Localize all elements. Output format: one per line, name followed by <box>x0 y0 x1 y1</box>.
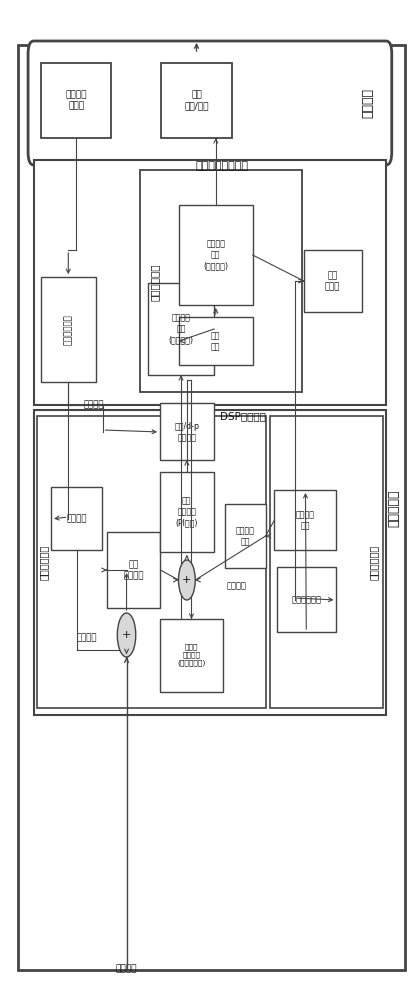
Bar <box>304 250 362 312</box>
Text: 位置检测
传感器: 位置检测 传感器 <box>65 90 87 110</box>
Text: 隔离
电路: 隔离 电路 <box>211 331 220 351</box>
Text: 磁极位置: 磁极位置 <box>84 400 104 409</box>
Bar <box>34 410 386 715</box>
Text: 速度
控制单元: 速度 控制单元 <box>124 560 144 580</box>
Bar <box>41 63 111 138</box>
Text: 模数转化
电路: 模数转化 电路 <box>236 526 255 546</box>
Text: 电流检测模块: 电流检测模块 <box>369 544 379 580</box>
Text: 磁极位置检测模块: 磁极位置检测模块 <box>196 161 248 171</box>
Bar <box>160 403 214 460</box>
Text: 反馈速度: 反馈速度 <box>77 633 97 642</box>
Text: 正弦波
控制单元
(正弦波控制): 正弦波 控制单元 (正弦波控制) <box>177 644 206 666</box>
Text: 电机驱动器: 电机驱动器 <box>387 489 401 527</box>
Text: 信号调理电路: 信号调理电路 <box>64 315 73 345</box>
Circle shape <box>117 613 136 657</box>
Bar <box>148 283 214 375</box>
Bar <box>140 170 302 392</box>
Text: 功率放大
电路
(功率放大): 功率放大 电路 (功率放大) <box>203 239 228 271</box>
Bar <box>225 504 266 568</box>
Text: 电流
控制单元
(PI调节): 电流 控制单元 (PI调节) <box>176 496 198 528</box>
Bar <box>179 205 253 305</box>
Text: 速度解算: 速度解算 <box>67 514 87 524</box>
Text: 数模转换
电路
(数模转换): 数模转换 电路 (数模转换) <box>168 313 194 345</box>
Bar <box>160 472 214 552</box>
Text: DSP处理电路: DSP处理电路 <box>220 411 266 421</box>
Bar <box>161 63 232 138</box>
Bar <box>160 619 223 692</box>
Text: 模数转化
电路: 模数转化 电路 <box>296 510 315 530</box>
Bar <box>37 416 266 708</box>
Bar <box>277 567 336 632</box>
Text: 电机
定子/转子: 电机 定子/转子 <box>184 90 209 110</box>
Text: +: + <box>122 630 131 640</box>
Bar <box>179 317 253 365</box>
Text: 驱动控制模块: 驱动控制模块 <box>39 544 49 580</box>
FancyBboxPatch shape <box>28 41 392 165</box>
Bar <box>51 487 102 550</box>
Bar <box>107 532 160 608</box>
Text: 功率驱动模块: 功率驱动模块 <box>149 263 159 301</box>
Bar <box>270 416 383 708</box>
Text: 解模/d-p
变换单元: 解模/d-p 变换单元 <box>174 422 199 442</box>
Text: 反馈电流: 反馈电流 <box>226 581 246 590</box>
Text: 电机本体: 电机本体 <box>361 88 375 118</box>
Text: 电流
传感器: 电流 传感器 <box>325 271 340 291</box>
Text: +: + <box>182 575 191 585</box>
Text: 速度指令: 速度指令 <box>116 964 137 973</box>
Bar <box>274 490 336 550</box>
Circle shape <box>178 560 195 600</box>
Text: 信号调理电路: 信号调理电路 <box>291 595 321 604</box>
Bar <box>34 160 386 405</box>
Bar <box>41 277 96 382</box>
